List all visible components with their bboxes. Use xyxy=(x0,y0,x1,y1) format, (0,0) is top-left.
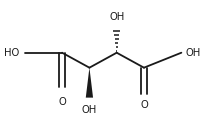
Text: O: O xyxy=(58,97,66,107)
Text: OH: OH xyxy=(185,48,201,58)
Text: O: O xyxy=(140,100,148,110)
Text: HO: HO xyxy=(4,48,20,58)
Text: OH: OH xyxy=(82,105,97,115)
Polygon shape xyxy=(86,68,93,98)
Text: OH: OH xyxy=(109,12,124,22)
